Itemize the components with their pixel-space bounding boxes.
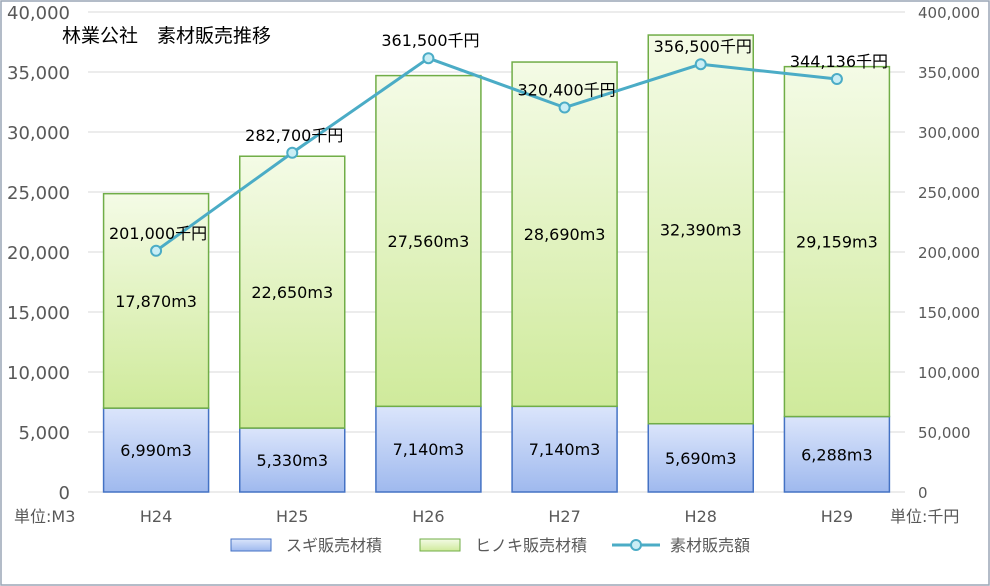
right-tick-label: 200,000 bbox=[918, 244, 980, 262]
sales-line-marker bbox=[150, 244, 163, 257]
right-axis-unit-label: 単位:千円 bbox=[890, 507, 959, 526]
left-axis-ticks: 0 5,000 10,000 15,000 20,000 25,000 30,000 35,0… bbox=[7, 3, 70, 504]
left-tick-label: 35,000 bbox=[7, 63, 70, 84]
sugi-bar bbox=[375, 405, 482, 493]
x-tick-label: H29 bbox=[821, 507, 853, 526]
left-tick-label: 10,000 bbox=[7, 363, 70, 384]
sales-line: 201,000千円 282,700千円 361,500千円 320,400千円 356,… bbox=[109, 31, 888, 257]
hinoki-bar-label: 32,390m3 bbox=[660, 220, 742, 239]
x-tick-label: H28 bbox=[685, 507, 717, 526]
legend-label-sugi: スギ販売材積 bbox=[286, 536, 382, 555]
sales-line-label: 361,500千円 bbox=[381, 31, 479, 50]
sugi-bar-label: 6,288m3 bbox=[801, 445, 873, 464]
sugi-bar-label: 7,140m3 bbox=[529, 440, 601, 459]
hinoki-bar bbox=[511, 61, 618, 408]
sugi-bar bbox=[239, 427, 346, 493]
hinoki-bar-label: 28,690m3 bbox=[524, 225, 606, 244]
sales-line-marker bbox=[286, 146, 299, 159]
right-tick-label: 100,000 bbox=[918, 364, 980, 382]
sales-line-marker bbox=[694, 58, 707, 71]
x-tick-label: H24 bbox=[140, 507, 172, 526]
sales-line-label: 282,700千円 bbox=[245, 126, 343, 145]
right-tick-label: 400,000 bbox=[918, 4, 980, 22]
hinoki-bar bbox=[647, 34, 754, 425]
sugi-bar bbox=[102, 407, 210, 493]
legend-marker-sales bbox=[630, 539, 642, 551]
sales-line-marker bbox=[422, 52, 435, 65]
hinoki-bar-label: 17,870m3 bbox=[115, 292, 197, 311]
legend-swatch-sugi bbox=[230, 538, 272, 552]
sales-line-label: 344,136千円 bbox=[790, 52, 888, 71]
hinoki-bar bbox=[783, 65, 891, 418]
right-tick-label: 0 bbox=[918, 484, 928, 502]
left-tick-label: 15,000 bbox=[7, 303, 70, 324]
sales-line-label: 320,400千円 bbox=[517, 81, 615, 100]
sugi-bar bbox=[783, 415, 891, 493]
hinoki-bar-label: 27,560m3 bbox=[388, 232, 470, 251]
gridlines bbox=[88, 11, 905, 493]
sugi-bar bbox=[511, 405, 618, 493]
chart-title: 林業公社 素材販売推移 bbox=[62, 25, 271, 47]
hinoki-bar bbox=[239, 155, 346, 429]
hinoki-bar-label: 22,650m3 bbox=[251, 283, 333, 302]
legend: スギ販売材積 ヒノキ販売材積 素材販売額 bbox=[230, 536, 750, 555]
legend-swatch-hinoki bbox=[419, 538, 461, 552]
left-tick-label: 20,000 bbox=[7, 243, 70, 264]
right-tick-label: 300,000 bbox=[918, 124, 980, 142]
x-tick-label: H27 bbox=[548, 507, 580, 526]
right-tick-label: 50,000 bbox=[918, 424, 971, 442]
left-tick-label: 5,000 bbox=[18, 423, 70, 444]
right-tick-label: 350,000 bbox=[918, 64, 980, 82]
sales-line-marker bbox=[558, 101, 571, 114]
sales-line-marker bbox=[830, 73, 843, 86]
x-axis-ticks: H24 H25 H26 H27 H28 H29 bbox=[140, 507, 853, 526]
legend-label-sales: 素材販売額 bbox=[670, 536, 750, 555]
hinoki-bar bbox=[102, 192, 210, 409]
right-tick-label: 250,000 bbox=[918, 184, 980, 202]
sales-line-path bbox=[155, 56, 838, 253]
sugi-bar bbox=[647, 422, 754, 493]
sugi-bar-label: 6,990m3 bbox=[120, 441, 192, 460]
sugi-bar-label: 7,140m3 bbox=[393, 440, 465, 459]
legend-label-hinoki: ヒノキ販売材積 bbox=[475, 536, 587, 555]
right-tick-label: 150,000 bbox=[918, 304, 980, 322]
sales-line-label: 356,500千円 bbox=[654, 37, 752, 56]
right-axis-ticks: 0 50,000 100,000 150,000 200,000 250,000 300,0… bbox=[918, 4, 980, 502]
sugi-bar-label: 5,330m3 bbox=[256, 451, 328, 470]
left-tick-label: 30,000 bbox=[7, 123, 70, 144]
x-tick-label: H26 bbox=[412, 507, 444, 526]
hinoki-bar bbox=[375, 74, 482, 408]
left-tick-label: 0 bbox=[59, 483, 70, 504]
bars bbox=[102, 34, 891, 493]
hinoki-bar-label: 29,159m3 bbox=[796, 233, 878, 252]
left-tick-label: 25,000 bbox=[7, 183, 70, 204]
x-tick-label: H25 bbox=[276, 507, 308, 526]
left-axis-unit-label: 単位:M3 bbox=[14, 507, 75, 526]
sugi-bar-label: 5,690m3 bbox=[665, 449, 737, 468]
sales-line-label: 201,000千円 bbox=[109, 224, 207, 243]
left-tick-label: 40,000 bbox=[7, 3, 70, 24]
bar-labels: 6,990m3 17,870m3 5,330m3 22,650m3 7,140m3 27,… bbox=[115, 220, 878, 470]
